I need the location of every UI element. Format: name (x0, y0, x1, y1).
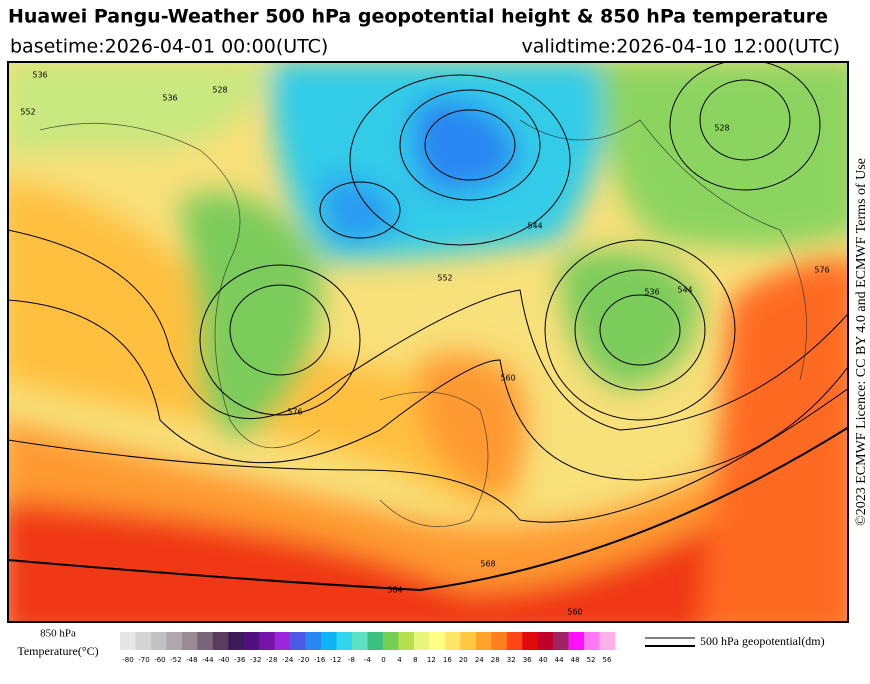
basetime: basetime:2026-04-01 00:00(UTC) (10, 36, 328, 58)
colorbar-cell (382, 632, 399, 650)
colorbar-cell (290, 632, 306, 650)
colorbar-label: -28 (266, 656, 277, 664)
colorbar-cell (352, 632, 368, 650)
colorbar-cell (166, 632, 183, 650)
colorbar-label: -16 (314, 656, 326, 664)
colorbar-cell (212, 632, 229, 650)
legend-label: 500 hPa geopotential(dm) (700, 634, 825, 648)
colorbar-cell (506, 632, 523, 650)
contour-label: 568 (480, 560, 495, 569)
title: Huawei Pangu-Weather 500 hPa geopotentia… (8, 6, 828, 28)
colorbar-label: -4 (364, 656, 372, 664)
colorbar-cell (336, 632, 353, 650)
colorbar-label: -60 (154, 656, 165, 664)
colorbar-label: 44 (555, 656, 564, 664)
colorbar-label: 48 (571, 656, 580, 664)
contour-label: 544 (527, 222, 542, 231)
contour-label: 528 (212, 86, 227, 95)
colorbar-cell (553, 632, 569, 650)
colorbar-cell (367, 632, 384, 650)
colorbar-label: 20 (459, 656, 468, 664)
colorbar-label: 24 (475, 656, 484, 664)
colorbar-cell (491, 632, 508, 650)
contour-label: 584 (387, 586, 402, 595)
colorbar-cell (584, 632, 600, 650)
colorbar-label: -80 (122, 656, 133, 664)
colorbar-cell (135, 632, 152, 650)
validtime: validtime:2026-04-10 12:00(UTC) (521, 36, 840, 58)
license: ©2023 ECMWF Licence: CC BY 4.0 and ECMWF… (854, 158, 869, 526)
colorbar-cell (181, 632, 198, 650)
colorbar-cell (120, 632, 136, 650)
colorbar-cell (537, 632, 554, 650)
colorbar-cell (305, 632, 322, 650)
contour-label: 576 (814, 266, 829, 275)
colorbar-cell (475, 632, 492, 650)
colorbar-label: -36 (234, 656, 246, 664)
contour-label: 576 (287, 408, 302, 417)
colorbar-label: -40 (218, 656, 229, 664)
colorbar-title: 850 hPa (40, 628, 76, 640)
colorbar-label: 40 (539, 656, 548, 664)
colorbar-label: -24 (282, 656, 294, 664)
colorbar-label: 32 (507, 656, 516, 664)
colorbar-label: -44 (202, 656, 214, 664)
colorbar-label: -8 (348, 656, 355, 664)
colorbar-cell (228, 632, 245, 650)
contour-label: 544 (677, 286, 692, 295)
colorbar-cell (413, 632, 430, 650)
contour-label: 560 (567, 608, 582, 617)
colorbar-cell (568, 632, 585, 650)
colorbar-label: -52 (170, 656, 181, 664)
colorbar-label: -20 (298, 656, 309, 664)
colorbar-cell (197, 632, 214, 650)
colorbar-cell (599, 632, 616, 650)
contour-label: 552 (437, 274, 452, 283)
colorbar-label: -70 (138, 656, 149, 664)
contour-label: 536 (162, 94, 177, 103)
colorbar: -80 -70 -60 -52 -48 -44 -40 -36 -32 -28 -24 -20 -16-… (120, 632, 616, 664)
colorbar-cell (522, 632, 538, 650)
contour-label: 536 (644, 288, 659, 297)
colorbar-label: 12 (427, 656, 436, 664)
contour-label: 552 (20, 108, 35, 117)
map-frame (7, 61, 849, 623)
colorbar-cell (259, 632, 275, 650)
colorbar-label: 8 (413, 656, 417, 664)
colorbar-cell (444, 632, 461, 650)
contour-label: 560 (500, 374, 515, 383)
colorbar-label: 16 (443, 656, 452, 664)
contour-label: 536 (32, 71, 47, 80)
colorbar-label: 0 (381, 656, 385, 664)
colorbar-cell (460, 632, 477, 650)
colorbar-label: -48 (186, 656, 197, 664)
colorbar-cell (321, 632, 337, 650)
colorbar-label: 56 (603, 656, 612, 664)
colorbar-cell (398, 632, 415, 650)
colorbar-cell (274, 632, 291, 650)
colorbar-label: 52 (587, 656, 596, 664)
contour-label: 528 (714, 124, 729, 133)
colorbar-label: 28 (491, 656, 500, 664)
colorbar-label: -12 (330, 656, 341, 664)
map: 536 528 552 536 544 552 536 544 528 560 576 584 568 5… (8, 62, 848, 622)
colorbar-label: -32 (250, 656, 261, 664)
colorbar-title: Temperature(°C) (17, 644, 98, 658)
colorbar-label: 4 (397, 656, 402, 664)
colorbar-label: 36 (523, 656, 532, 664)
colorbar-cell (150, 632, 167, 650)
colorbar-cell (429, 632, 446, 650)
colorbar-cell (243, 632, 260, 650)
